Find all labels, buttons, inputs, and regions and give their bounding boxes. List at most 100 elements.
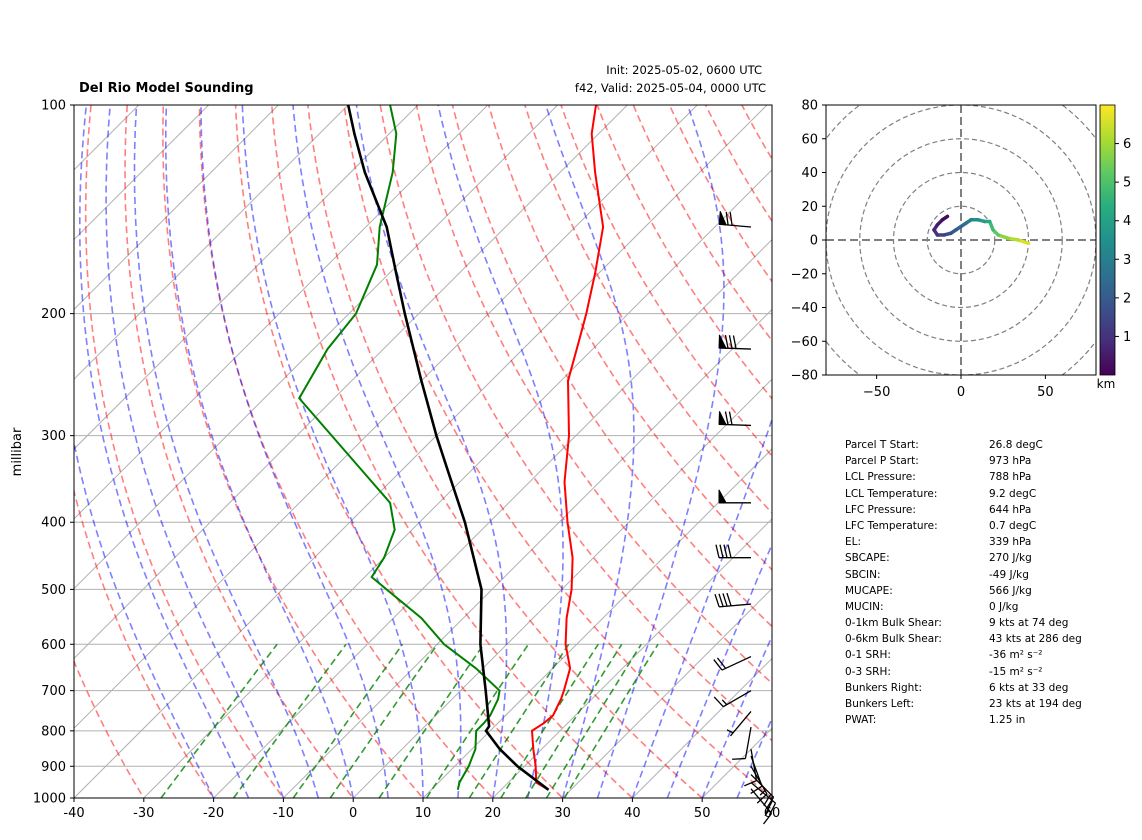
stats-value: 788 hPa [989,471,1032,484]
moist-adiabat [631,417,772,798]
hodo-y-tick-label: 60 [801,132,818,147]
hodograph-segment [996,233,1010,241]
y-tick-label: 400 [41,516,66,531]
stats-value: -49 J/kg [989,568,1029,581]
y-tick-label: 600 [41,638,66,653]
isotherm-gridline [74,105,629,660]
isotherm-gridline [74,105,559,590]
mixing-ratio-line [329,643,439,798]
dry-adiabat [234,105,564,798]
stats-value: 0 J/kg [989,600,1019,613]
hodo-y-tick-label: 80 [801,99,818,114]
stats-label: 0-3 SRH: [845,665,891,678]
dry-adiabat [487,105,772,571]
dry-adiabat [307,105,704,798]
stats-value: 644 hPa [989,503,1032,516]
hodograph-segment [1016,238,1031,246]
hodo-x-tick-label: 0 [957,385,965,400]
x-tick-label: 30 [554,806,571,821]
stats-label: EL: [845,536,862,549]
colorbar-tick-label: 6 [1123,137,1131,152]
x-tick-label: 0 [349,806,357,821]
stats-label: Parcel T Start: [845,439,919,451]
x-tick-label: -10 [273,806,294,821]
y-tick-label: 200 [41,307,66,322]
isotherm-gridline [352,378,772,798]
x-tick-label: -20 [203,806,224,821]
dry-adiabat [74,488,215,798]
wind-barb [750,765,768,804]
stats-value: 26.8 degC [989,439,1043,451]
isotherm-gridline [212,238,772,798]
wind-barb [714,592,752,608]
y-tick-label: 800 [41,724,66,739]
isotherm-gridline [561,587,772,798]
mixing-ratio-line [160,643,278,798]
y-tick-label: 700 [41,684,66,699]
wind-barb [713,690,752,708]
isotherm-gridline [771,797,772,798]
dry-adiabat [198,105,494,798]
hodo-y-tick-label: −80 [791,369,818,384]
stats-label: SBCIN: [845,568,881,581]
moist-adiabat [292,105,462,798]
colorbar-label: km [1097,377,1116,391]
stats-value: 6 kts at 33 deg [989,681,1069,694]
dry-adiabat [451,105,772,628]
x-tick-label: 40 [624,806,641,821]
wind-barb [732,726,752,760]
x-tick-label: -40 [63,806,84,821]
stats-value: 43 kts at 286 deg [989,633,1082,646]
dry-adiabat [770,90,1142,813]
stats-label: LCL Temperature: [845,487,938,500]
stats-label: MUCIN: [845,600,884,613]
stats-label: MUCAPE: [845,584,893,597]
hodo-y-tick-label: 40 [801,166,818,181]
dry-adiabat [124,105,355,798]
wind-barb [744,748,758,787]
hodo-y-tick-label: 0 [810,234,818,249]
hodo-y-tick-label: 20 [801,200,818,215]
hodo-x-tick-label: −50 [863,385,890,400]
isotherm-gridline [74,105,419,450]
stats-value: 1.25 in [989,714,1026,727]
dry-adiabat [379,105,772,742]
mixing-ratio-line [545,643,642,798]
stats-value: 566 J/kg [989,584,1032,597]
y-axis-label: millibar [10,427,25,476]
stats-value: 9.2 degC [989,487,1037,500]
moist-adiabat [596,105,725,798]
mixing-ratio-line [500,643,599,798]
stats-label: 0-1km Bulk Shear: [845,617,942,630]
stats-label: 0-6km Bulk Shear: [845,633,942,646]
y-tick-label: 900 [41,760,66,775]
y-tick-label: 100 [41,99,66,114]
stats-value: -36 m² s⁻² [989,649,1043,662]
dry-adiabat [343,105,772,798]
stats-label: SBCAPE: [845,552,890,565]
hodo-y-tick-label: −40 [791,301,818,316]
wind-barb [713,655,752,671]
hodograph-ring [859,138,1063,342]
parcel-path [346,105,550,791]
stats-label: LCL Pressure: [845,471,916,484]
stats-label: PWAT: [845,714,877,727]
colorbar-tick-label: 2 [1123,291,1131,306]
moist-adiabat [165,105,354,798]
stats-value: 9 kts at 74 deg [989,617,1069,630]
isotherm-gridline [74,105,349,380]
wind-barb [718,334,752,350]
colorbar-tick-label: 1 [1123,330,1131,345]
x-tick-label: -30 [133,806,154,821]
dewpoint-profile [297,105,501,791]
moist-adiabat [241,105,424,798]
stats-label: LFC Temperature: [845,519,938,532]
stats-value: 0.7 degC [989,519,1037,532]
moist-adiabat [74,438,215,798]
isotherm-gridline [74,105,210,241]
isotherm-gridline [631,657,772,798]
stats-value: 23 kts at 194 deg [989,698,1082,710]
moist-adiabat [437,105,564,798]
stats-label: Bunkers Left: [845,698,915,710]
